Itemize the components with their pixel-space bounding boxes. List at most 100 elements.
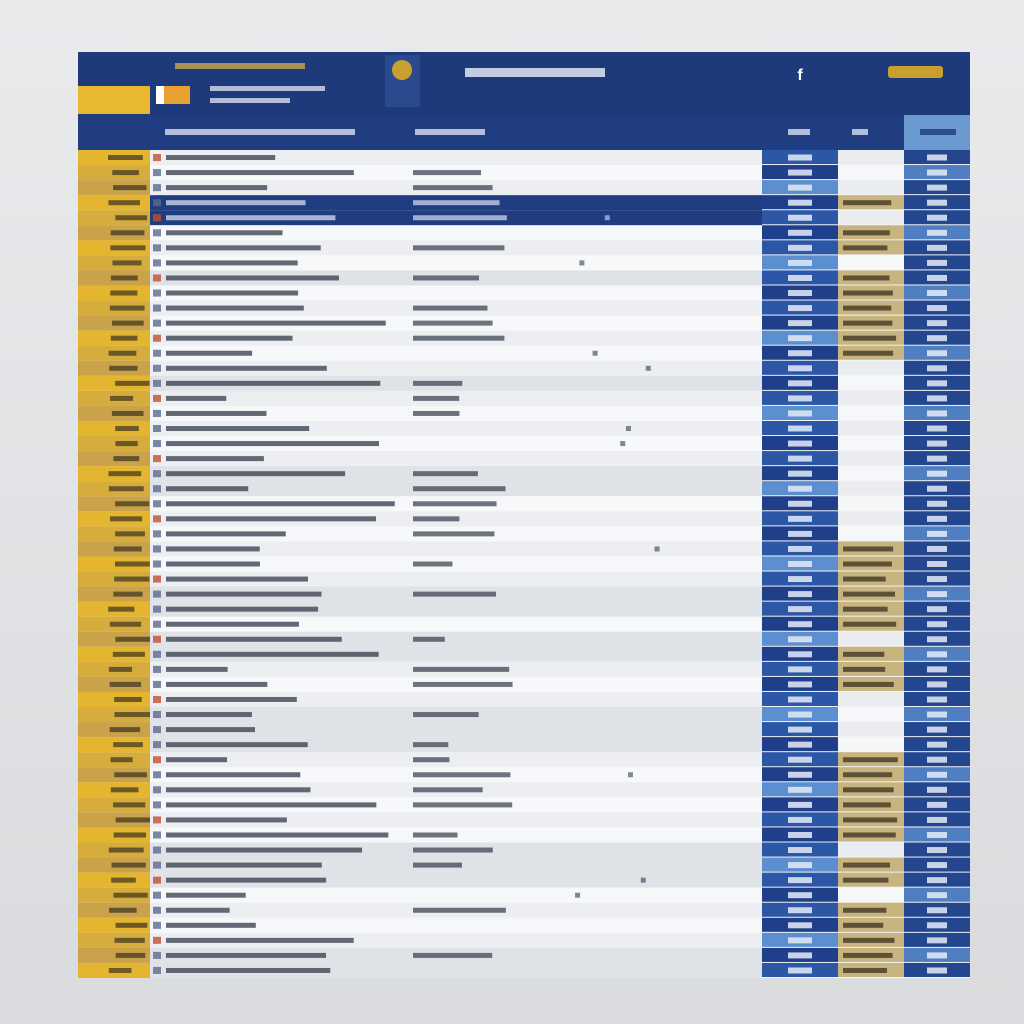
mid-cell	[838, 165, 904, 180]
main-cell	[150, 150, 762, 166]
main-cell	[150, 360, 762, 376]
cell-text	[113, 802, 146, 808]
header-icon[interactable]: f	[797, 67, 803, 84]
cell-text	[166, 817, 287, 823]
cell-text	[413, 531, 495, 537]
cell-text	[843, 757, 898, 763]
main-cell	[150, 556, 762, 572]
row-icon	[153, 876, 161, 884]
yellow-cell	[78, 631, 150, 647]
cell-text	[115, 380, 150, 386]
cell-text	[166, 742, 308, 748]
row-icon	[153, 485, 161, 493]
cell-text	[788, 154, 812, 161]
mid-cell	[838, 707, 904, 722]
cell-text	[115, 952, 146, 958]
cell-text	[166, 215, 336, 221]
row-icon	[153, 364, 161, 372]
mid-cell	[838, 481, 904, 496]
row-icon	[153, 726, 161, 734]
cell-text	[166, 696, 297, 702]
cell-text	[788, 485, 812, 492]
cell-text	[413, 516, 460, 522]
cell-text	[927, 365, 947, 372]
cell-text	[927, 847, 947, 854]
cell-text	[627, 772, 633, 778]
cell-text	[788, 530, 812, 537]
cell-text	[654, 546, 660, 552]
mid-cell	[838, 420, 904, 436]
row-icon	[153, 214, 161, 222]
main-cell	[150, 451, 762, 467]
cell-text	[413, 772, 511, 778]
row-icon	[153, 771, 161, 779]
cell-text	[109, 681, 142, 687]
cell-text	[788, 214, 812, 221]
cell-text	[927, 350, 947, 357]
cell-text	[927, 937, 947, 944]
mid-cell	[838, 180, 904, 195]
row-icon	[153, 154, 161, 162]
cell-text	[413, 305, 488, 311]
mid-cell	[838, 436, 904, 451]
row-icon	[153, 184, 161, 192]
cell-text	[788, 244, 812, 251]
row-icon	[153, 756, 161, 764]
header-flag-stripe	[156, 86, 164, 104]
row-icon	[153, 605, 161, 613]
header-text	[210, 98, 290, 103]
cell-text	[788, 320, 812, 327]
cell-text	[109, 516, 143, 522]
cell-text	[927, 244, 947, 251]
cell-text	[788, 169, 812, 176]
cell-text	[413, 320, 493, 326]
cell-text	[843, 576, 886, 582]
cell-text	[413, 952, 493, 958]
row-icon	[153, 274, 161, 282]
yellow-cell	[78, 436, 150, 452]
cell-text	[166, 877, 327, 883]
row-icon	[153, 334, 161, 342]
cell-text	[788, 561, 812, 567]
cell-text	[843, 787, 894, 793]
cell-text	[927, 214, 947, 221]
cell-text	[110, 335, 138, 341]
cell-text	[109, 727, 141, 733]
main-cell	[150, 571, 762, 587]
row-icon	[153, 470, 161, 478]
cell-text	[413, 471, 478, 477]
main-cell	[150, 872, 762, 888]
cell-text	[111, 877, 136, 883]
cell-text	[788, 726, 812, 733]
cell-text	[114, 696, 142, 702]
cell-text	[109, 395, 134, 401]
cell-text	[788, 937, 812, 944]
cell-text	[115, 501, 150, 507]
cell-text	[413, 847, 493, 853]
row-icon	[153, 409, 161, 417]
cell-text	[413, 245, 505, 251]
cell-text	[114, 937, 145, 943]
cell-text	[110, 275, 138, 281]
cell-text	[166, 155, 276, 161]
header-flag	[156, 86, 190, 104]
header-badge	[888, 66, 943, 78]
cell-text	[113, 546, 142, 552]
column-header-text	[920, 129, 956, 135]
cell-text	[166, 862, 322, 868]
cell-text	[927, 786, 947, 793]
cell-text	[927, 470, 947, 477]
cell-text	[110, 290, 138, 296]
cell-text	[927, 455, 947, 462]
cell-text	[788, 410, 812, 417]
cell-text	[166, 666, 228, 672]
cell-text	[166, 757, 228, 763]
row-icon	[153, 680, 161, 688]
cell-text	[927, 696, 947, 703]
cell-text	[413, 170, 481, 176]
row-icon	[153, 304, 161, 312]
mid-cell	[838, 887, 904, 902]
cell-text	[927, 199, 947, 206]
cell-text	[788, 831, 812, 838]
cell-text	[166, 441, 380, 447]
